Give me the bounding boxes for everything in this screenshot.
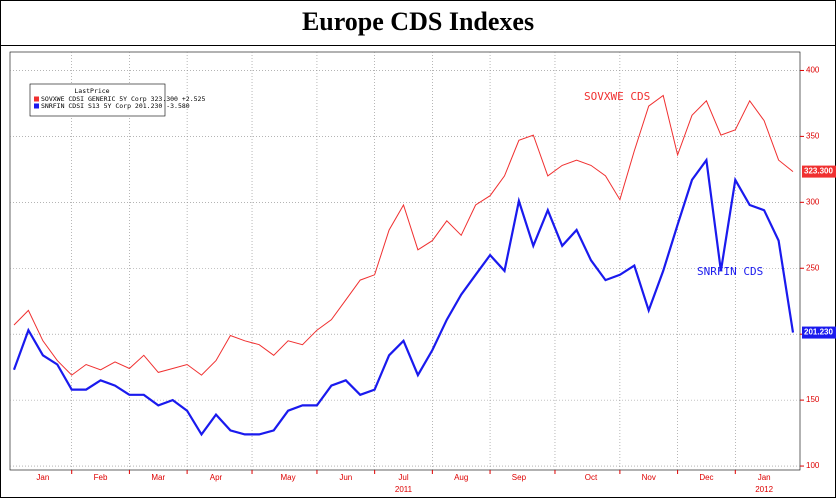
y-tick-label: 250 (806, 263, 820, 272)
year-label: 2011 (395, 485, 413, 494)
x-tick-label: Oct (585, 473, 598, 482)
y-tick-label: 100 (806, 461, 820, 470)
x-tick-label: Jul (398, 473, 408, 482)
last-price-box (802, 326, 836, 339)
x-tick-label: Feb (94, 473, 108, 482)
x-tick-label: May (281, 473, 296, 482)
legend-entry: SNRFIN CDSI S13 5Y Corp 201.230 -3.580 (41, 102, 190, 110)
x-tick-label: Aug (454, 473, 468, 482)
last-price-box (802, 165, 836, 178)
y-tick-label: 350 (806, 132, 820, 141)
x-tick-label: Jun (339, 473, 352, 482)
legend-title: LastPrice (74, 87, 109, 95)
plot-area (9, 51, 801, 471)
y-tick-label: 300 (806, 197, 820, 206)
series-annotation: SOVXWE CDS (584, 90, 650, 103)
legend-box (29, 83, 166, 117)
series-line (13, 94, 794, 376)
legend-marker (34, 96, 39, 102)
x-tick-label: Sep (512, 473, 527, 482)
x-tick-label: Dec (699, 473, 713, 482)
last-price-label: 323.300 (804, 167, 833, 176)
legend-entry: SOVXWE CDSI GENERIC 5Y Corp 323.300 +2.5… (41, 95, 205, 103)
x-tick-label: Jan (758, 473, 771, 482)
year-label: 2012 (755, 485, 773, 494)
series-line (12, 157, 795, 437)
x-tick-label: Jan (36, 473, 49, 482)
y-tick-label: 400 (806, 66, 820, 75)
x-tick-label: Nov (642, 473, 656, 482)
series-annotation: SNRFIN CDS (697, 265, 763, 278)
last-price-label: 201.230 (804, 328, 833, 337)
x-tick-label: Mar (151, 473, 165, 482)
y-tick-label: 150 (806, 395, 820, 404)
x-tick-label: Apr (210, 473, 223, 482)
chart-title: Europe CDS Indexes (302, 7, 534, 36)
legend-marker (34, 103, 39, 109)
